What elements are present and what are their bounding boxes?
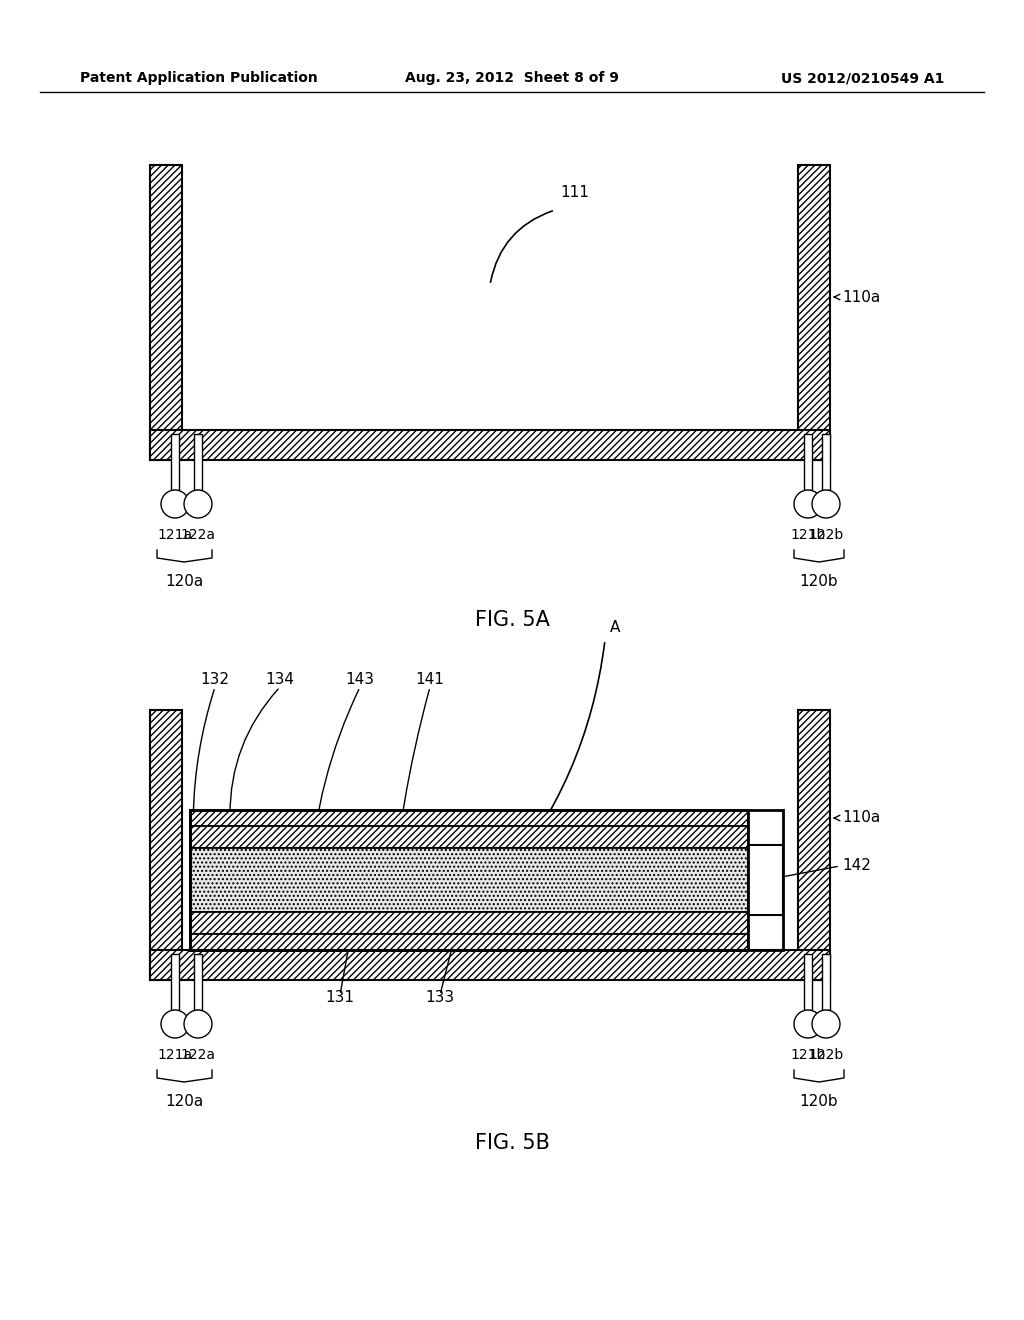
Bar [190, 810, 748, 950]
Bar [804, 954, 812, 1010]
Bar [822, 434, 830, 490]
Text: 142: 142 [842, 858, 870, 874]
Bar [798, 165, 830, 459]
Bar [171, 954, 179, 1010]
Bar [194, 434, 202, 490]
Text: 120b: 120b [800, 574, 839, 589]
Bar [194, 954, 202, 1010]
Text: 120b: 120b [800, 1094, 839, 1109]
Text: 121b: 121b [791, 1048, 825, 1063]
Text: 121b: 121b [791, 528, 825, 543]
Bar [150, 430, 830, 459]
Bar [190, 810, 783, 950]
Text: 141: 141 [416, 672, 444, 686]
Text: 131: 131 [326, 990, 354, 1005]
Text: 110a: 110a [842, 289, 881, 305]
Text: FIG. 5A: FIG. 5A [474, 610, 550, 630]
Ellipse shape [184, 1010, 212, 1038]
Bar [804, 434, 812, 490]
Text: 120a: 120a [165, 574, 203, 589]
Text: 122b: 122b [808, 1048, 844, 1063]
Ellipse shape [812, 490, 840, 517]
Text: 122a: 122a [180, 1048, 215, 1063]
Ellipse shape [794, 1010, 822, 1038]
Bar [171, 434, 179, 490]
Bar [190, 810, 748, 826]
Ellipse shape [161, 1010, 189, 1038]
Text: 122b: 122b [808, 528, 844, 543]
Text: 122a: 122a [180, 528, 215, 543]
Bar [798, 710, 830, 979]
Text: 120a: 120a [165, 1094, 203, 1109]
Bar [190, 826, 748, 847]
Text: 111: 111 [560, 185, 589, 201]
Text: 143: 143 [345, 672, 375, 686]
Text: 132: 132 [201, 672, 229, 686]
Bar [150, 950, 830, 979]
Text: FIG. 5B: FIG. 5B [474, 1133, 550, 1152]
Ellipse shape [794, 490, 822, 517]
Text: Patent Application Publication: Patent Application Publication [80, 71, 317, 84]
Bar [150, 165, 182, 459]
Ellipse shape [812, 1010, 840, 1038]
Text: 133: 133 [425, 990, 455, 1005]
Text: US 2012/0210549 A1: US 2012/0210549 A1 [780, 71, 944, 84]
Text: 134: 134 [265, 672, 295, 686]
Text: 110a: 110a [842, 810, 881, 825]
Bar [748, 845, 783, 915]
Bar [822, 954, 830, 1010]
Bar [190, 935, 748, 950]
Text: Aug. 23, 2012  Sheet 8 of 9: Aug. 23, 2012 Sheet 8 of 9 [406, 71, 618, 84]
Text: 121a: 121a [158, 528, 193, 543]
Ellipse shape [161, 490, 189, 517]
Bar [150, 710, 182, 979]
Text: 121a: 121a [158, 1048, 193, 1063]
Bar [190, 847, 748, 912]
Text: A: A [610, 620, 621, 635]
Ellipse shape [184, 490, 212, 517]
Bar [190, 912, 748, 935]
